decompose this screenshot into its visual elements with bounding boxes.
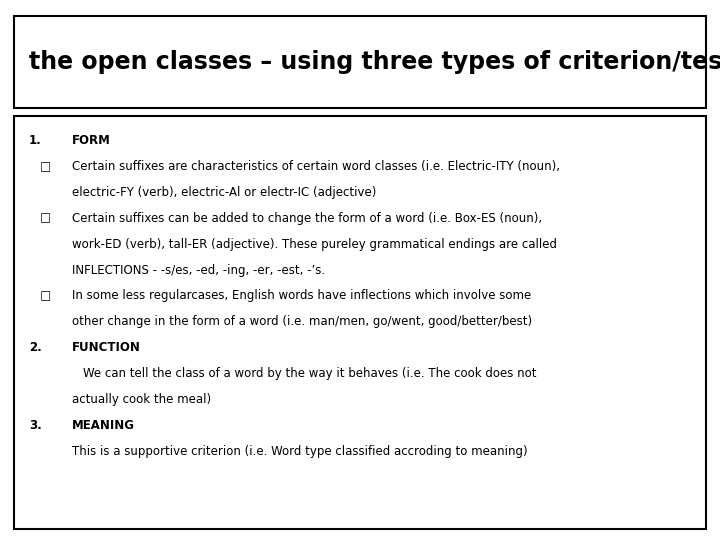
FancyBboxPatch shape [14,116,706,529]
Text: INFLECTIONS - -s/es, -ed, -ing, -er, -est, -’s.: INFLECTIONS - -s/es, -ed, -ing, -er, -es… [72,264,325,276]
Text: 2.: 2. [29,341,42,354]
Text: We can tell the class of a word by the way it behaves (i.e. The cook does not: We can tell the class of a word by the w… [83,367,536,380]
Text: Certain suffixes can be added to change the form of a word (i.e. Box-ES (noun),: Certain suffixes can be added to change … [72,212,542,225]
Text: In some less regularcases, English words have inflections which involve some: In some less regularcases, English words… [72,289,531,302]
Text: Certain suffixes are characteristics of certain word classes (i.e. Electric-ITY : Certain suffixes are characteristics of … [72,160,560,173]
Text: This is a supportive criterion (i.e. Word type classified accroding to meaning): This is a supportive criterion (i.e. Wor… [72,445,528,458]
Text: □: □ [40,212,50,225]
Text: actually cook the meal): actually cook the meal) [72,393,211,406]
Text: FUNCTION: FUNCTION [72,341,141,354]
Text: electric-FY (verb), electric-Al or electr-IC (adjective): electric-FY (verb), electric-Al or elect… [72,186,377,199]
Text: 1.: 1. [29,134,42,147]
Text: 3.: 3. [29,419,42,432]
Text: □: □ [40,289,50,302]
Text: work-ED (verb), tall-ER (adjective). These pureley grammatical endings are calle: work-ED (verb), tall-ER (adjective). The… [72,238,557,251]
Text: the open classes – using three types of criterion/test: the open classes – using three types of … [29,50,720,74]
Text: MEANING: MEANING [72,419,135,432]
FancyBboxPatch shape [14,16,706,108]
Text: □: □ [40,160,50,173]
Text: other change in the form of a word (i.e. man/men, go/went, good/better/best): other change in the form of a word (i.e.… [72,315,532,328]
Text: FORM: FORM [72,134,111,147]
